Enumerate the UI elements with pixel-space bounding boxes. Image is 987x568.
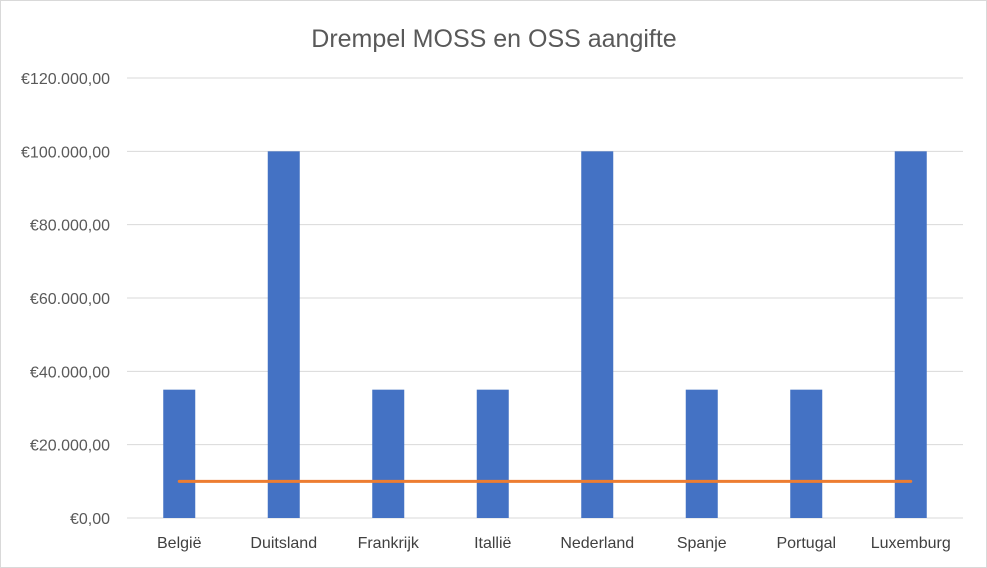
y-tick-label: €60.000,00 [30,291,110,308]
bar [476,389,509,518]
bar [372,389,405,518]
x-tick-label: Itallië [474,535,511,552]
x-tick-label: Spanje [677,535,727,552]
bar [581,151,614,519]
bar [267,151,300,519]
chart-title: Drempel MOSS en OSS aangifte [311,25,676,53]
x-tick-label: België [157,535,202,552]
bar [894,151,927,519]
x-axis-categories: België Duitsland Frankrijk Itallië Nederland… [157,535,951,552]
bar [790,389,823,518]
x-tick-label: Portugal [776,535,836,552]
y-tick-label: €40.000,00 [30,364,110,381]
x-tick-label: Luxemburg [871,535,951,552]
y-tick-label: €100.000,00 [21,144,110,161]
y-tick-label: €0,00 [70,511,110,528]
x-tick-label: Duitsland [250,535,317,552]
bar [163,389,196,518]
y-tick-label: €20.000,00 [30,438,110,455]
bar-series [163,151,927,519]
y-tick-label: €80.000,00 [30,218,110,235]
y-axis-ticks: €0,00 €20.000,00 €40.000,00 €60.000,00 €80.0… [21,71,110,528]
bar [685,389,718,518]
y-tick-label: €120.000,00 [21,71,110,88]
gridlines [127,77,963,519]
x-tick-label: Frankrijk [358,535,420,552]
x-tick-label: Nederland [560,535,634,552]
